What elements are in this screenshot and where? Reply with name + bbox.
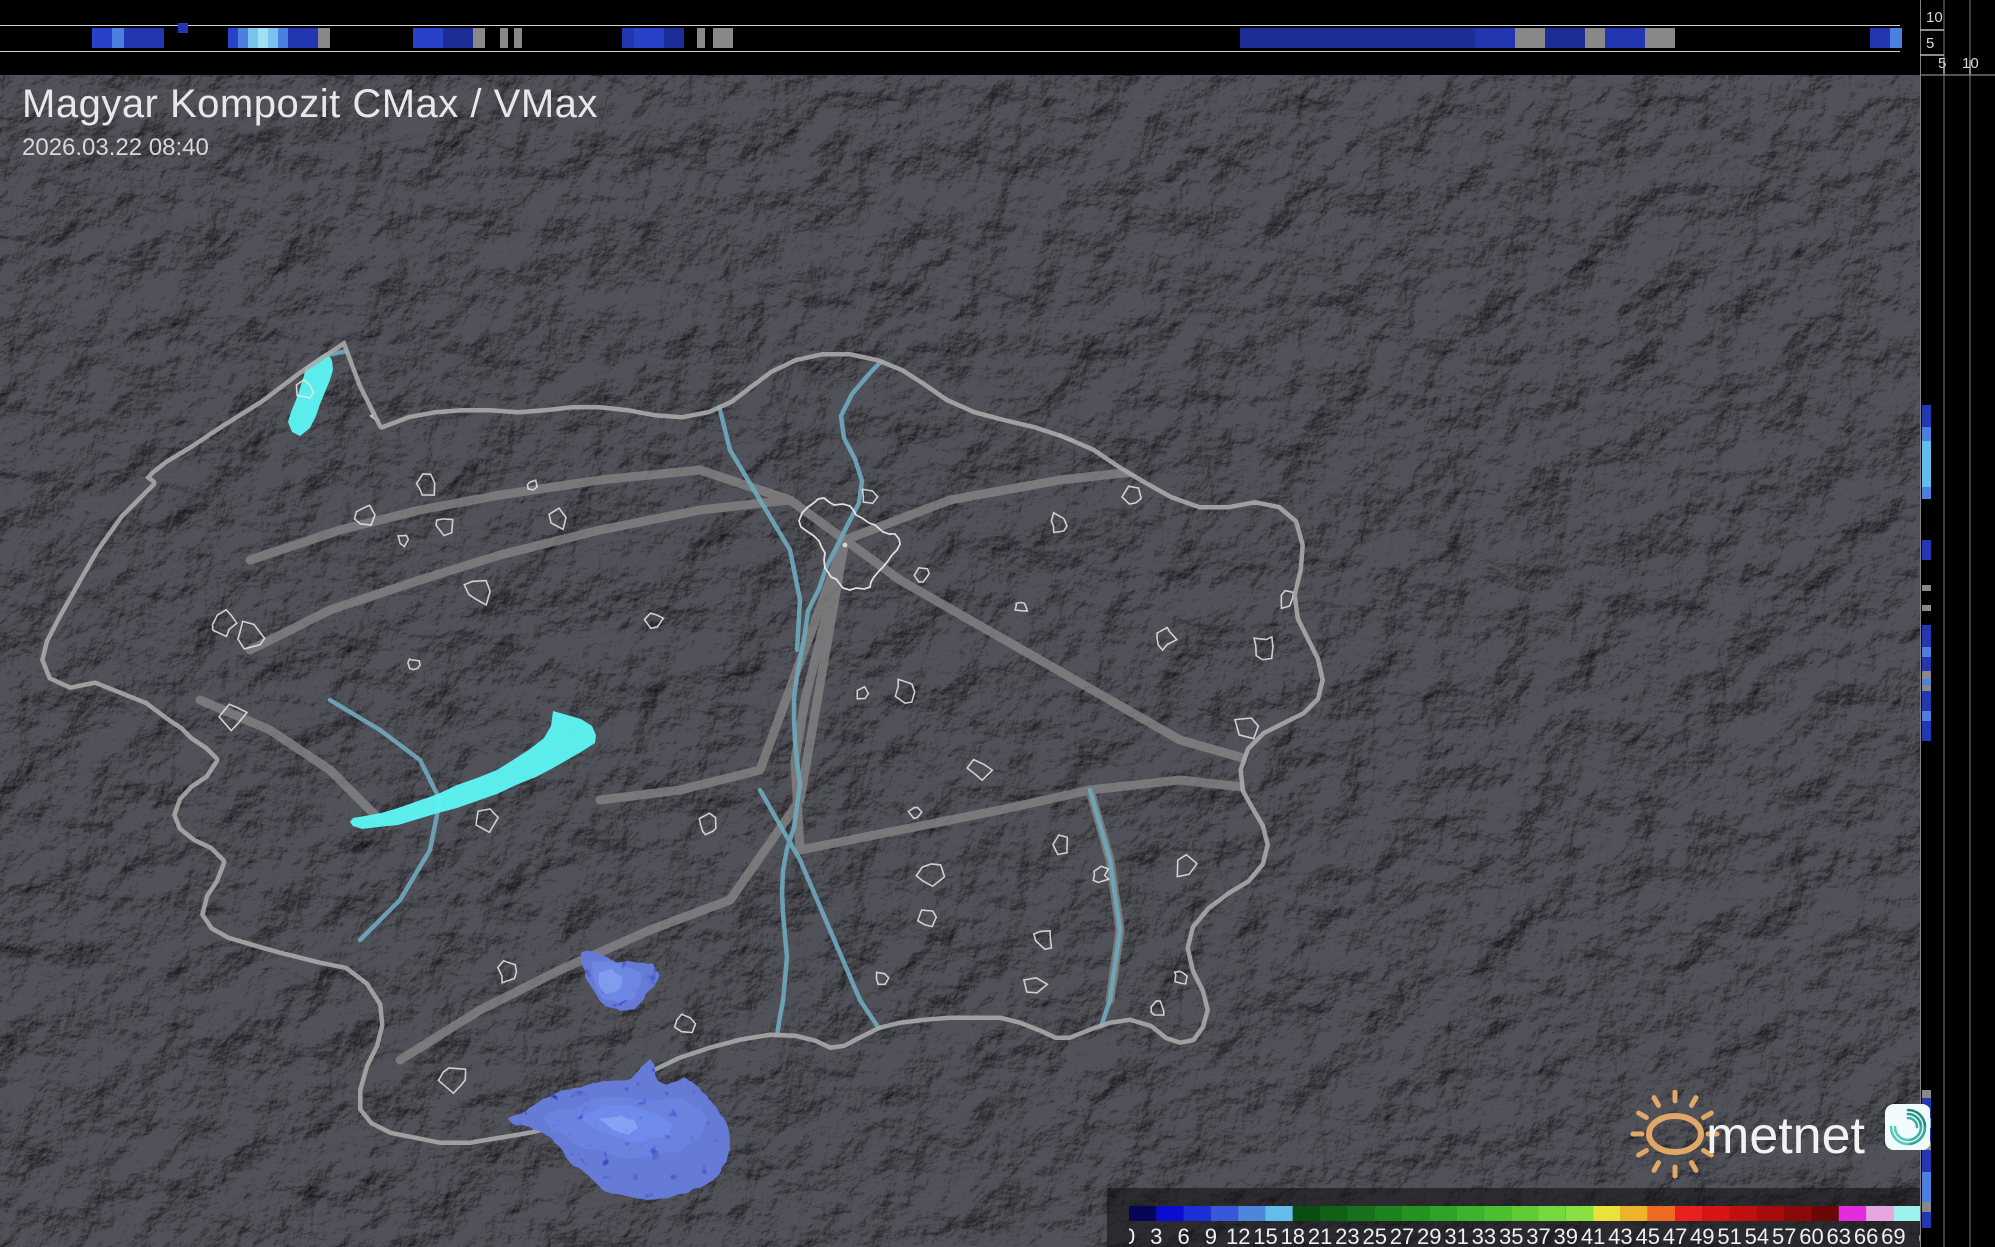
svg-text:41: 41 <box>1581 1224 1605 1247</box>
svg-text:10: 10 <box>1926 9 1943 26</box>
svg-text:69: 69 <box>1881 1224 1905 1247</box>
svg-text:12: 12 <box>1226 1224 1250 1247</box>
svg-text:33: 33 <box>1472 1224 1496 1247</box>
svg-text:27: 27 <box>1390 1224 1414 1247</box>
svg-text:18: 18 <box>1281 1224 1305 1247</box>
svg-text:45: 45 <box>1635 1224 1659 1247</box>
svg-text:57: 57 <box>1772 1224 1796 1247</box>
svg-text:23: 23 <box>1335 1224 1359 1247</box>
svg-text:9: 9 <box>1205 1224 1217 1247</box>
svg-text:51: 51 <box>1717 1224 1741 1247</box>
svg-text:54: 54 <box>1745 1224 1769 1247</box>
svg-text:25: 25 <box>1362 1224 1386 1247</box>
svg-text:37: 37 <box>1526 1224 1550 1247</box>
svg-text:5: 5 <box>1938 55 1946 72</box>
svg-text:6: 6 <box>1177 1224 1189 1247</box>
svg-text:43: 43 <box>1608 1224 1632 1247</box>
svg-text:47: 47 <box>1663 1224 1687 1247</box>
svg-text:35: 35 <box>1499 1224 1523 1247</box>
svg-text:63: 63 <box>1827 1224 1851 1247</box>
svg-text:5: 5 <box>1926 35 1934 52</box>
svg-text:0: 0 <box>1129 1224 1135 1247</box>
svg-text:31: 31 <box>1444 1224 1468 1247</box>
svg-text:29: 29 <box>1417 1224 1441 1247</box>
svg-text:15: 15 <box>1253 1224 1277 1247</box>
svg-text:66: 66 <box>1854 1224 1878 1247</box>
svg-text:39: 39 <box>1554 1224 1578 1247</box>
svg-text:60: 60 <box>1799 1224 1823 1247</box>
svg-text:21: 21 <box>1308 1224 1332 1247</box>
svg-text:3: 3 <box>1150 1224 1162 1247</box>
svg-text:metnet: metnet <box>1706 1107 1866 1165</box>
svg-text:49: 49 <box>1690 1224 1714 1247</box>
